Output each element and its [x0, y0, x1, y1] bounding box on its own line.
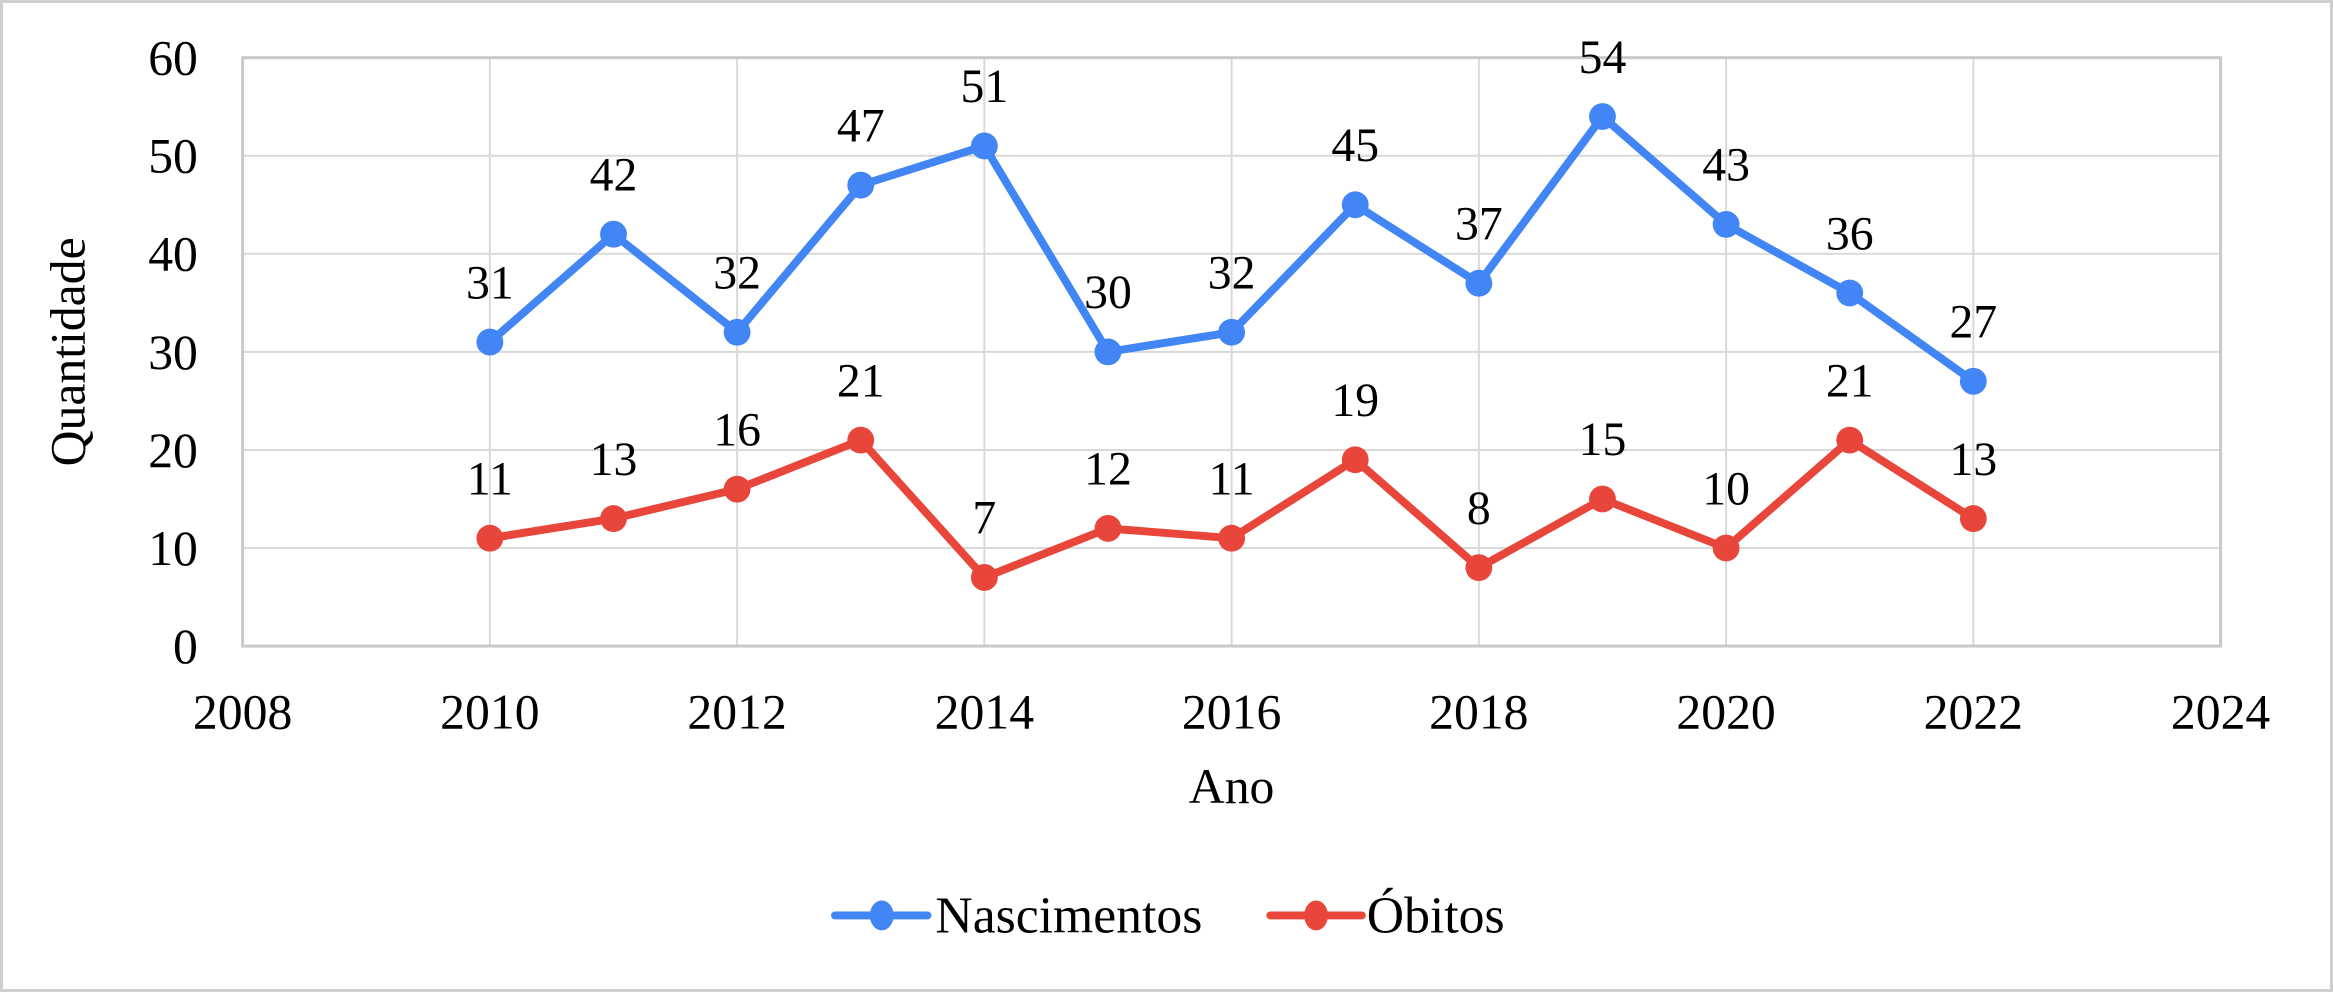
data-label-nascimentos: 32 [713, 247, 761, 300]
x-tick-label: 2012 [687, 685, 786, 740]
chart-svg: 31 42 32 47 51 30 32 45 37 54 43 36 27 11 13 16 21 7 12 11 1… [41, 31, 2271, 945]
data-point-nascimentos [1094, 338, 1122, 366]
x-tick-label: 2016 [1182, 685, 1281, 740]
data-point-obitos [723, 475, 751, 503]
data-point-obitos [1959, 505, 1987, 533]
data-point-nascimentos [847, 171, 875, 199]
data-label-nascimentos: 51 [961, 60, 1009, 113]
data-point-obitos [600, 505, 627, 533]
data-label-obitos: 13 [1949, 433, 1997, 486]
data-point-obitos [970, 564, 998, 591]
data-label-nascimentos: 45 [1331, 119, 1379, 172]
y-tick-label: 60 [148, 31, 198, 86]
legend-label-obitos: Óbitos [1367, 887, 1505, 944]
x-tick-label: 2010 [440, 685, 539, 740]
data-point-obitos [1465, 554, 1493, 582]
data-point-nascimentos [476, 328, 504, 356]
data-point-obitos [1094, 514, 1122, 542]
data-label-nascimentos: 36 [1826, 207, 1874, 260]
data-point-nascimentos [1836, 279, 1864, 307]
legend-marker-obitos [1304, 900, 1329, 931]
data-label-obitos: 16 [713, 403, 761, 456]
x-tick-label: 2022 [1924, 685, 2023, 740]
data-label-obitos: 8 [1467, 482, 1491, 535]
data-label-obitos: 15 [1579, 413, 1627, 466]
data-label-nascimentos: 54 [1579, 31, 1627, 84]
y-tick-label: 40 [148, 227, 198, 282]
y-tick-label: 30 [148, 325, 198, 380]
data-point-nascimentos [1589, 103, 1616, 130]
data-label-nascimentos: 32 [1208, 247, 1256, 300]
gridlines [241, 56, 2222, 648]
data-point-nascimentos [1465, 269, 1493, 297]
data-point-nascimentos [723, 318, 751, 346]
data-point-obitos [1218, 524, 1246, 552]
data-label-nascimentos: 31 [466, 256, 514, 309]
x-axis-tick-labels: 2008 2010 2012 2014 2016 2018 2020 2022 2024 [193, 685, 2270, 740]
data-label-nascimentos: 37 [1455, 197, 1503, 250]
data-label-obitos: 10 [1702, 462, 1750, 515]
data-point-nascimentos [1218, 318, 1246, 346]
data-point-nascimentos [1959, 367, 1987, 395]
data-point-obitos [847, 426, 875, 454]
data-label-obitos: 21 [837, 354, 885, 407]
x-tick-label: 2008 [193, 685, 292, 740]
data-point-obitos [1589, 485, 1616, 513]
data-point-obitos [1341, 446, 1369, 474]
data-point-nascimentos [970, 132, 998, 160]
x-tick-label: 2020 [1676, 685, 1775, 740]
data-label-nascimentos: 43 [1702, 139, 1750, 192]
y-axis-tick-labels: 0 10 20 30 40 50 60 [148, 31, 198, 674]
y-axis-title: Quantidade [41, 237, 96, 466]
data-label-nascimentos: 30 [1084, 266, 1132, 319]
x-tick-label: 2014 [935, 685, 1035, 740]
data-point-nascimentos [600, 220, 627, 248]
y-tick-label: 10 [148, 521, 198, 576]
x-tick-label: 2024 [2171, 685, 2271, 740]
data-label-obitos: 7 [972, 492, 996, 545]
series-layer [476, 103, 1987, 591]
data-labels: 31 42 32 47 51 30 32 45 37 54 43 36 27 11 13 16 21 7 12 11 1… [466, 31, 1997, 545]
y-tick-label: 20 [148, 423, 198, 478]
data-label-obitos: 12 [1084, 443, 1132, 496]
data-label-obitos: 21 [1826, 354, 1874, 407]
legend-marker-nascimentos [869, 900, 894, 931]
plot-frame [241, 56, 2223, 648]
legend-label-nascimentos: Nascimentos [935, 887, 1202, 944]
data-label-obitos: 11 [1209, 452, 1255, 505]
data-point-obitos [476, 524, 504, 552]
data-label-nascimentos: 42 [590, 148, 638, 201]
y-tick-label: 50 [148, 129, 198, 184]
data-point-nascimentos [1341, 191, 1369, 219]
data-point-obitos [1836, 426, 1864, 454]
data-point-nascimentos [1712, 210, 1740, 238]
data-label-obitos: 13 [590, 433, 638, 486]
y-tick-label: 0 [173, 619, 198, 674]
data-label-nascimentos: 47 [837, 99, 885, 152]
data-label-obitos: 11 [467, 452, 513, 505]
x-tick-label: 2018 [1429, 685, 1528, 740]
legend: Nascimentos Óbitos [831, 887, 1505, 944]
data-point-obitos [1712, 534, 1740, 562]
data-label-nascimentos: 27 [1949, 296, 1997, 349]
x-axis-title: Ano [1189, 759, 1275, 814]
data-label-obitos: 19 [1331, 374, 1379, 427]
